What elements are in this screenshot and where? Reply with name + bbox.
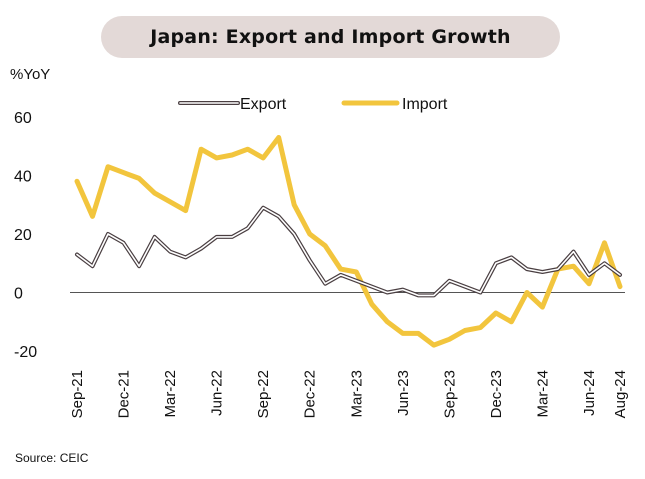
x-tick-label: Jun-22 <box>209 370 226 416</box>
x-tick-label: Dec-22 <box>302 370 319 418</box>
y-tick-label: -20 <box>14 344 37 361</box>
chart-title-banner: Japan: Export and Import Growth <box>101 16 560 58</box>
series-line-export-outline <box>75 205 622 298</box>
y-tick-label: 0 <box>14 286 23 303</box>
x-tick-label: Mar-22 <box>162 370 179 418</box>
x-tick-label: Mar-23 <box>348 370 365 418</box>
x-tick-label: Dec-21 <box>116 370 133 418</box>
x-tick-label: Sep-22 <box>255 370 272 418</box>
series-line-import <box>74 135 623 348</box>
chart-title: Japan: Export and Import Growth <box>150 26 511 48</box>
x-tick-label: Sep-21 <box>69 370 86 418</box>
y-tick-label: 60 <box>14 110 32 127</box>
x-tick-label: Jun-23 <box>395 370 412 416</box>
y-tick-label: 40 <box>14 169 32 186</box>
legend-label-export: Export <box>240 96 287 113</box>
source-note: Source: CEIC <box>15 451 89 465</box>
series-line-export-inner <box>76 206 621 297</box>
y-tick-label: 20 <box>14 227 32 244</box>
x-tick-label: Aug-24 <box>612 370 629 418</box>
x-tick-label: Mar-24 <box>534 370 551 418</box>
x-tick-label: Jun-24 <box>581 370 598 416</box>
x-tick-label: Sep-23 <box>441 370 458 418</box>
y-axis-unit-label: %YoY <box>10 66 51 83</box>
x-tick-label: Dec-23 <box>488 370 505 418</box>
legend-label-import: Import <box>402 96 448 113</box>
